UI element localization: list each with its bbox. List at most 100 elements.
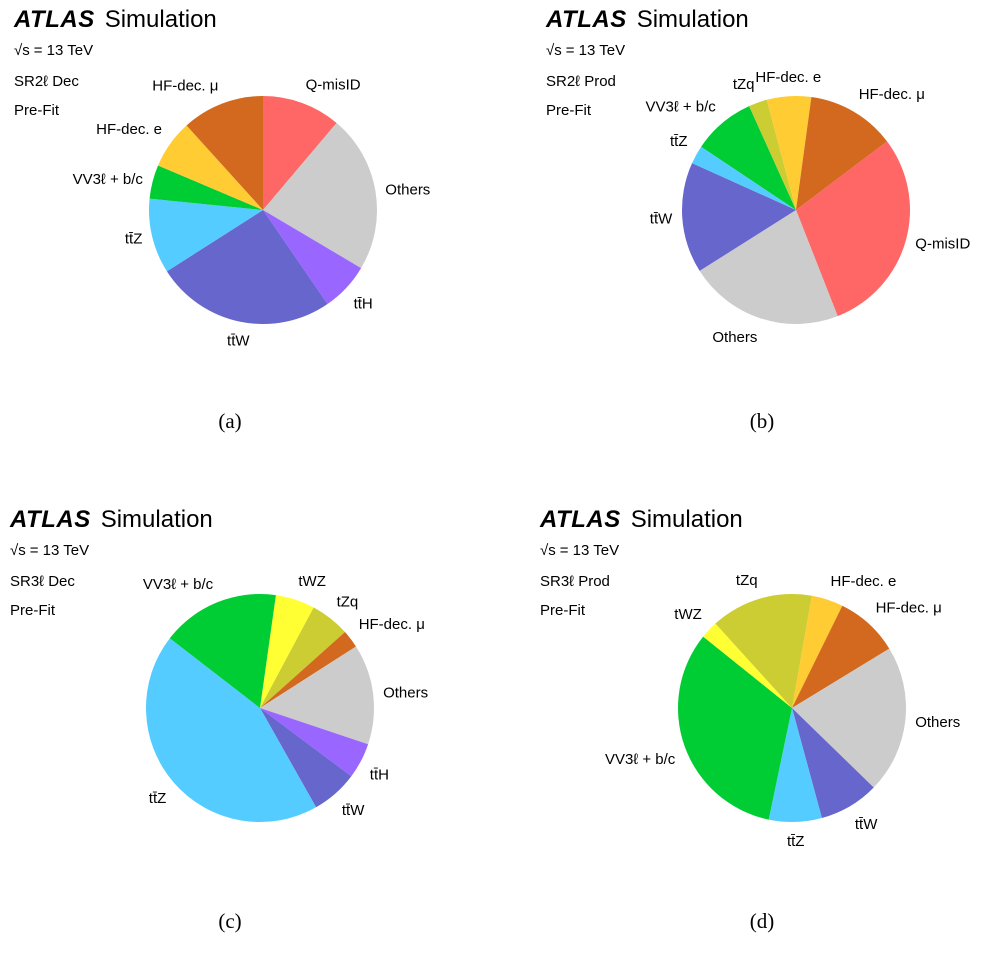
slice-label: Others (915, 714, 960, 731)
sqrt-symbol: √ (540, 542, 549, 559)
pie-slice (263, 210, 362, 304)
pie-slice (796, 141, 910, 317)
slice-label: tt̄W (342, 802, 365, 819)
slice-label: tt̄Z (787, 833, 805, 850)
figure: ATLAS Simulation √s = 13 TeV SR2ℓ Dec Pre-Fit… (0, 0, 983, 933)
slice-label: HF-dec. e (96, 121, 162, 138)
slice-label: HF-dec. e (755, 69, 821, 86)
pie-slice (792, 648, 907, 788)
pie-slice (792, 595, 843, 708)
energy-label: √s = 13 TeV (546, 42, 625, 59)
slice-label: Others (385, 181, 430, 198)
slice-label: Others (383, 685, 428, 702)
slice-label: HF-dec. μ (152, 77, 218, 94)
experiment-label: ATLAS Simulation (14, 6, 217, 34)
slice-label: HF-dec. μ (859, 86, 925, 103)
sqrt-variable: s (18, 542, 26, 559)
slice-label: VV3ℓ + b/c (143, 576, 214, 593)
pie-slice (796, 97, 888, 210)
slice-label: VV3ℓ + b/c (605, 751, 676, 768)
sqrt-variable: s (554, 42, 562, 59)
region-label: SR2ℓ Dec (14, 73, 79, 90)
pie-slice (260, 632, 356, 708)
pie-chart: HF-dec. e HF-dec. μ Others tt̄W tt̄Z VV3ℓ + b… (605, 572, 960, 933)
slice-label: tWZ (674, 606, 702, 623)
slice-label: tt̄H (370, 767, 389, 784)
experiment-label: ATLAS Simulation (10, 506, 213, 534)
sqrt-variable: s (548, 542, 556, 559)
pie-slice (260, 708, 352, 808)
slice-label: tt̄Z (125, 231, 143, 248)
sqrt-symbol: √ (14, 42, 23, 59)
pie-slice (699, 210, 838, 324)
energy-value: = 13 TeV (29, 542, 90, 559)
pie-slice (792, 708, 874, 819)
pie-slice (148, 198, 263, 272)
energy-value: = 13 TeV (559, 542, 620, 559)
region-label: SR3ℓ Dec (10, 573, 75, 590)
pie-chart: Q-misID Others tt̄H tt̄W tt̄Z VV3ℓ + b/c HF-de… (73, 77, 431, 433)
chart-panel: ATLAS Simulation √s = 13 TeV SR3ℓ Dec Pre-Fit… (0, 500, 491, 968)
energy-value: = 13 TeV (565, 42, 626, 59)
slice-label: tt̄Z (149, 790, 167, 807)
slice-label: VV3ℓ + b/c (645, 98, 716, 115)
pie-slice (260, 708, 369, 777)
slice-label: tt̄H (354, 296, 373, 313)
atlas-logo-text: ATLAS (14, 6, 95, 33)
slice-label: HF-dec. e (831, 573, 897, 590)
chart-panel: ATLAS Simulation √s = 13 TeV SR2ℓ Prod Pre-Fi… (532, 0, 983, 468)
slice-label: Others (712, 329, 757, 346)
chart-panel: ATLAS Simulation √s = 13 TeV SR3ℓ Prod Pre-Fi… (532, 500, 983, 968)
pie-slice (263, 96, 337, 210)
slice-label: Q-misID (306, 77, 361, 94)
sqrt-variable: s (22, 42, 30, 59)
panel-caption: (a) (218, 409, 241, 433)
experiment-label: ATLAS Simulation (546, 6, 749, 34)
pie-slice (678, 636, 792, 820)
region-label: SR3ℓ Prod (540, 573, 610, 590)
panel-caption: (b) (750, 409, 775, 433)
slice-label: tWZ (298, 573, 326, 590)
chart-panel: ATLAS Simulation √s = 13 TeV SR2ℓ Dec Pre-Fit… (0, 0, 491, 468)
energy-label: √s = 13 TeV (540, 542, 619, 559)
pie-slice (166, 210, 328, 325)
region-label: SR2ℓ Prod (546, 73, 616, 90)
panel-caption: (c) (218, 909, 241, 933)
pie-slice (260, 646, 374, 745)
panel-caption: (d) (750, 909, 775, 933)
pie-slice (145, 638, 317, 823)
pie-slice (749, 99, 796, 210)
atlas-logo-text: ATLAS (540, 506, 621, 533)
energy-value: = 13 TeV (33, 42, 94, 59)
pie-slice (692, 146, 796, 210)
pie-slice (701, 106, 796, 210)
pie-slice (186, 96, 263, 210)
experiment-label: ATLAS Simulation (540, 506, 743, 534)
pie-slice (715, 593, 812, 708)
slice-label: VV3ℓ + b/c (73, 171, 144, 188)
atlas-logo-text: ATLAS (10, 506, 91, 533)
slice-label: tt̄Z (670, 133, 688, 150)
slice-label: tt̄W (227, 333, 250, 350)
pie-slice (260, 607, 345, 708)
slice-label: tZq (736, 572, 758, 589)
pie-slice (263, 122, 378, 269)
pie-slice (149, 165, 263, 210)
sqrt-symbol: √ (546, 42, 555, 59)
simulation-label: Simulation (636, 6, 749, 33)
pie-slice (158, 125, 263, 210)
simulation-label: Simulation (100, 506, 213, 533)
pie-slice (703, 623, 792, 708)
simulation-label: Simulation (630, 506, 743, 533)
fit-label: Pre-Fit (546, 102, 591, 119)
fit-label: Pre-Fit (14, 102, 59, 119)
pie-slice (681, 163, 796, 271)
slice-label: Q-misID (915, 236, 970, 253)
slice-label: tZq (733, 76, 755, 93)
fit-label: Pre-Fit (540, 602, 585, 619)
slice-label: tt̄W (650, 211, 673, 228)
pie-slice (768, 708, 822, 822)
sqrt-symbol: √ (10, 542, 19, 559)
